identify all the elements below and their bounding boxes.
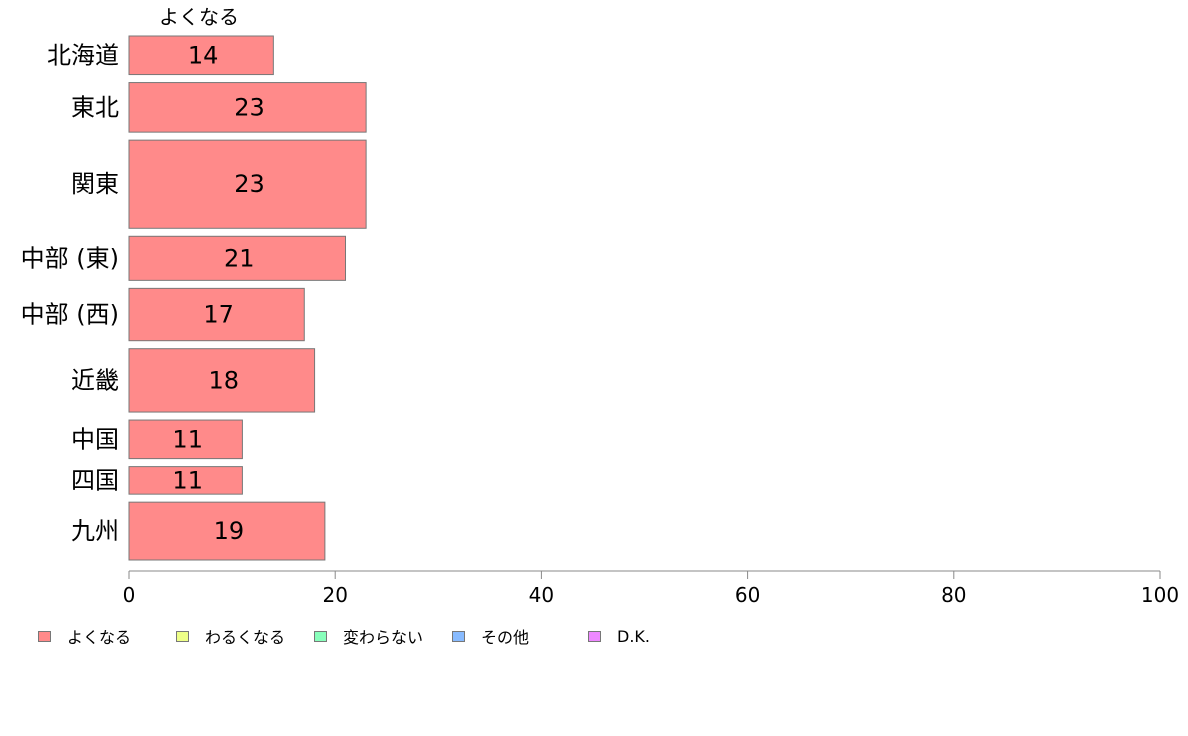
legend-item-0: よくなる [38, 624, 131, 648]
bar-8-series-0 [128, 501, 326, 561]
bar-4-series-0 [128, 287, 305, 342]
category-label-6: 中国 [71, 425, 119, 453]
legend-swatch-2 [314, 630, 327, 642]
legend-item-4: D.K. [588, 624, 650, 648]
category-label-1: 東北 [71, 93, 119, 121]
x-tick-label-1: 20 [322, 583, 347, 607]
bar-value-label-3-series-0: 21 [224, 244, 255, 272]
bar-6-series-0 [128, 419, 243, 460]
legend-item-2: 変わらない [314, 624, 423, 648]
legend-label-2: 変わらない [343, 628, 424, 647]
x-tick-label-2: 40 [529, 583, 554, 607]
legend-label-4: D.K. [617, 626, 650, 646]
legend-item-1: わるくなる [176, 624, 285, 648]
bar-7-series-0 [128, 466, 243, 495]
bar-value-label-8-series-0: 19 [214, 517, 245, 545]
legend-item-3: その他 [452, 624, 529, 648]
x-tick-label-4: 80 [941, 583, 966, 607]
bar-value-label-2-series-0: 23 [234, 170, 265, 198]
legend: よくなる わるくなる 変わらない その他 D.K. [38, 624, 738, 648]
legend-label-3: その他 [481, 628, 530, 647]
category-label-5: 近畿 [71, 366, 119, 394]
bar-0-series-0 [128, 35, 274, 76]
legend-swatch-1 [176, 630, 189, 642]
category-label-3: 中部 (東) [21, 244, 119, 272]
category-label-7: 四国 [71, 466, 119, 494]
bar-1-series-0 [128, 82, 367, 133]
x-tick-label-5: 100 [1141, 583, 1179, 607]
x-tick-label-3: 60 [735, 583, 760, 607]
x-axis: 0 20 40 60 80 100 [123, 570, 1179, 607]
category-label-8: 九州 [71, 517, 119, 545]
category-label-0: 北海道 [47, 41, 119, 69]
bar-5-series-0 [128, 348, 316, 413]
category-label-2: 関東 [71, 170, 119, 198]
bar-value-label-1-series-0: 23 [234, 93, 265, 121]
legend-swatch-0 [38, 630, 51, 642]
series-top-label: よくなる [159, 5, 239, 29]
legend-swatch-3 [452, 630, 465, 642]
legend-label-0: よくなる [67, 628, 132, 647]
legend-label-1: わるくなる [205, 628, 286, 647]
x-tick-label-0: 0 [123, 583, 136, 607]
bar-value-label-6-series-0: 11 [172, 425, 203, 453]
category-label-4: 中部 (西) [21, 301, 119, 329]
legend-swatch-4 [588, 630, 601, 642]
bar-3-series-0 [128, 235, 347, 281]
bar-value-label-7-series-0: 11 [172, 466, 203, 494]
bar-value-label-5-series-0: 18 [209, 366, 240, 394]
bar-value-label-0-series-0: 14 [188, 41, 219, 69]
bars-group: 14 23 23 21 17 18 11 11 19 [128, 35, 367, 561]
bar-value-label-4-series-0: 17 [203, 301, 234, 329]
bar-2-series-0 [128, 139, 367, 229]
